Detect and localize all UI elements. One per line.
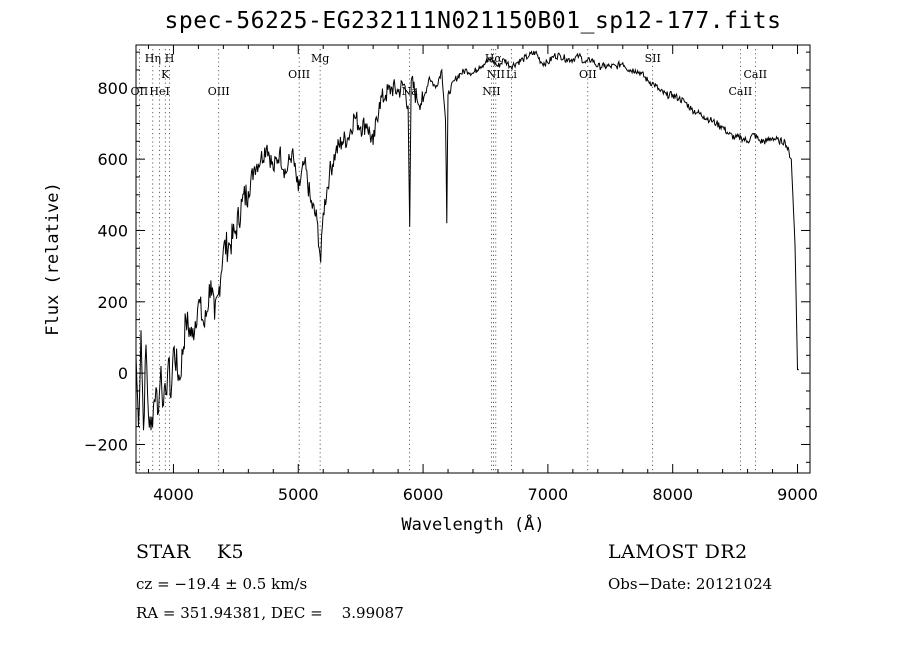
redshift-label: cz = −19.4 ± 0.5 km/s — [136, 575, 308, 593]
y-axis-label: Flux (relative) — [43, 182, 63, 336]
y-tick-label: 600 — [97, 150, 128, 169]
survey-label: LAMOST DR2 — [608, 541, 748, 563]
line-marker-label: CaII — [729, 85, 753, 98]
line-marker-label: H — [165, 52, 175, 65]
x-tick-label: 4000 — [153, 485, 194, 504]
x-tick-label: 5000 — [278, 485, 319, 504]
line-marker-label: OIII — [208, 85, 230, 98]
x-tick-label: 8000 — [652, 485, 693, 504]
y-tick-label: 800 — [97, 79, 128, 98]
line-marker-label: NII — [482, 85, 500, 98]
line-marker-label: Mg — [311, 52, 329, 65]
star-type-label: STAR K5 — [136, 541, 245, 563]
x-tick-label: 7000 — [528, 485, 569, 504]
y-tick-label: −200 — [84, 435, 128, 454]
plot-frame — [135, 44, 811, 474]
x-tick-label: 6000 — [403, 485, 444, 504]
line-marker-label: NII — [487, 68, 505, 81]
line-marker-label: SII — [645, 52, 661, 65]
obs-date-label: Obs−Date: 20121024 — [608, 575, 773, 593]
line-marker-label: Li — [506, 68, 517, 81]
spectrum-line — [135, 50, 799, 431]
line-marker-label: Hη — [145, 52, 161, 65]
line-marker-label: CaII — [743, 68, 767, 81]
line-marker-label: OII — [131, 85, 149, 98]
x-axis-label: Wavelength (Å) — [401, 513, 544, 535]
y-tick-label: 0 — [118, 364, 128, 383]
line-marker-label: Hα — [485, 52, 503, 65]
line-marker-label: OIII — [288, 68, 310, 81]
line-marker-label: OII — [579, 68, 597, 81]
coordinates-label: RA = 351.94381, DEC = 3.99087 — [136, 604, 404, 622]
x-tick-label: 9000 — [777, 485, 818, 504]
y-tick-label: 400 — [97, 221, 128, 240]
line-marker-label: HeI — [149, 85, 169, 98]
line-marker-label: K — [161, 68, 170, 81]
chart-title: spec-56225-EG232111N021150B01_sp12-177.f… — [164, 8, 782, 34]
y-tick-label: 200 — [97, 293, 128, 312]
